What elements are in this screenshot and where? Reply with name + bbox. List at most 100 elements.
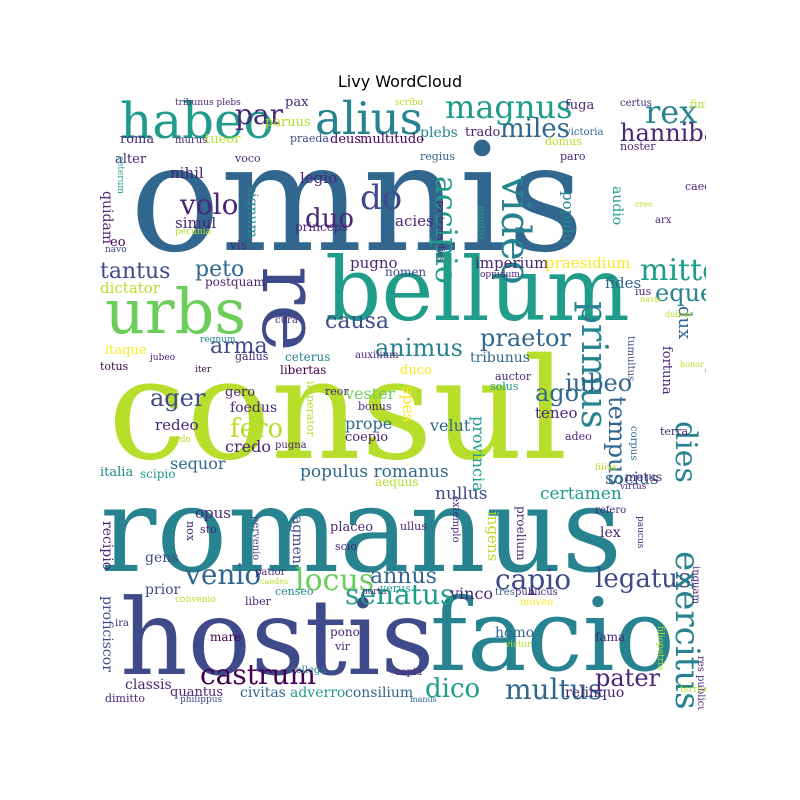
cloud-word: victor bbox=[505, 640, 532, 650]
cloud-word: scipio bbox=[140, 467, 176, 481]
cloud-word: imperator bbox=[304, 381, 317, 437]
cloud-word: populus romanus bbox=[300, 462, 449, 482]
cloud-word: aequus bbox=[375, 475, 419, 489]
cloud-word: coepio bbox=[345, 430, 389, 445]
cloud-word: ingens bbox=[484, 511, 502, 562]
cloud-word: res publicus bbox=[695, 656, 706, 710]
cloud-word: convenio bbox=[175, 595, 216, 605]
cloud-word: vir bbox=[335, 640, 350, 653]
cloud-word: romanus bbox=[100, 461, 623, 599]
cloud-word: deus bbox=[330, 132, 362, 147]
cloud-word: scio bbox=[335, 540, 357, 553]
cloud-word: filius bbox=[595, 463, 618, 473]
cloud-word: omnis bbox=[130, 112, 585, 286]
cloud-word: ordo bbox=[170, 435, 191, 445]
cloud-word: tribunus bbox=[470, 350, 530, 366]
cloud-word: pax bbox=[285, 96, 309, 110]
cloud-word: pater bbox=[595, 664, 660, 692]
cloud-word: multus bbox=[505, 673, 603, 706]
chart-title: Livy WordCloud bbox=[337, 72, 463, 91]
cloud-word: ius bbox=[635, 285, 652, 298]
cloud-word: gero bbox=[225, 385, 256, 400]
cloud-word: ceterus bbox=[285, 350, 331, 364]
cloud-word: tueor bbox=[205, 132, 241, 147]
cloud-word: verus bbox=[380, 582, 411, 595]
cloud-word: gens bbox=[145, 550, 179, 566]
cloud-word: adeo bbox=[565, 430, 592, 443]
cloud-word: caedo bbox=[685, 180, 706, 193]
cloud-word: solus bbox=[490, 380, 519, 393]
cloud-word: postquam bbox=[205, 275, 265, 289]
cloud-word: noster bbox=[620, 140, 656, 153]
cloud-word: honor bbox=[680, 360, 704, 369]
cloud-word: gallus bbox=[235, 350, 269, 363]
cloud-word: princeps bbox=[295, 220, 348, 234]
cloud-word: mare bbox=[210, 630, 242, 644]
cloud-word: sto bbox=[200, 523, 217, 536]
cloud-word: spes bbox=[399, 386, 418, 423]
cloud-word: par bbox=[235, 98, 284, 131]
cloud-word: proficiscor bbox=[100, 596, 115, 672]
cloud-word: duo bbox=[305, 204, 355, 234]
cloud-word: quantus bbox=[170, 685, 224, 700]
cloud-word: inquam bbox=[690, 566, 701, 604]
cloud-word: copia bbox=[395, 667, 423, 678]
cloud-word: mitto bbox=[640, 253, 706, 288]
cloud-word: fortuna bbox=[659, 346, 674, 395]
cloud-word: praetor bbox=[480, 324, 571, 352]
cloud-word: magnus bbox=[445, 96, 573, 126]
cloud-word: ager bbox=[150, 384, 206, 412]
cloud-word: philippus bbox=[180, 695, 223, 705]
cloud-word: iter bbox=[195, 365, 212, 375]
cloud-word: liber bbox=[245, 595, 271, 608]
cloud-word: ullus bbox=[400, 520, 427, 533]
cloud-word: praeda bbox=[290, 132, 329, 145]
cloud-word: metus bbox=[625, 470, 663, 484]
cloud-word: audio bbox=[609, 186, 625, 226]
cloud-word: trado bbox=[465, 125, 501, 140]
cloud-word: tantus bbox=[100, 259, 171, 284]
cloud-word: causa bbox=[325, 309, 390, 334]
cloud-word: fama bbox=[595, 630, 626, 644]
cloud-word: murus bbox=[175, 135, 208, 146]
cloud-word: ago bbox=[535, 379, 580, 407]
cloud-word: habeo bbox=[120, 96, 274, 150]
cloud-word: italia bbox=[100, 465, 134, 480]
cloud-word: classis bbox=[125, 677, 172, 693]
cloud-word: tres bbox=[495, 587, 515, 598]
cloud-word: castrum bbox=[200, 658, 316, 691]
cloud-word: voco bbox=[235, 152, 261, 165]
word-cloud: omnis consul romanus hostis facio bellum urbs r… bbox=[100, 96, 706, 710]
cloud-word: annus bbox=[370, 564, 437, 589]
cloud-word: socius bbox=[605, 469, 659, 489]
cloud-word: moveo bbox=[520, 597, 554, 608]
cloud-word: virtus bbox=[620, 482, 647, 492]
cloud-word: navis bbox=[640, 295, 662, 304]
cloud-word: signum bbox=[244, 186, 260, 238]
cloud-word: adverro bbox=[290, 685, 346, 701]
cloud-word: dico bbox=[425, 674, 481, 704]
cloud-word: arx bbox=[655, 215, 672, 226]
cloud-word: pugno bbox=[350, 254, 398, 272]
cloud-word: agmen bbox=[289, 516, 305, 564]
cloud-word: dubius bbox=[665, 310, 693, 319]
cloud-word: consilium bbox=[345, 685, 414, 701]
cloud-word: animus bbox=[375, 334, 463, 362]
cloud-word: tribunus plebs bbox=[175, 98, 241, 108]
cloud-word: libertas bbox=[280, 363, 327, 377]
cloud-word: certus bbox=[620, 98, 652, 109]
cloud-word: provincia bbox=[469, 416, 488, 492]
cloud-word: vis bbox=[230, 238, 247, 252]
cloud-word: censeo bbox=[275, 585, 314, 598]
cloud-word: refero bbox=[595, 505, 627, 516]
cloud-word: plebs bbox=[420, 125, 458, 141]
cloud-word: recipio bbox=[100, 521, 115, 571]
cloud-word: jubeo bbox=[150, 353, 176, 363]
cloud-word: dimitto bbox=[105, 692, 145, 705]
cloud-word: manus bbox=[410, 695, 437, 704]
cloud-word: porta bbox=[362, 587, 387, 597]
cloud-word: locus bbox=[295, 563, 375, 598]
cloud-word: alter bbox=[115, 152, 147, 167]
cloud-word: itaque bbox=[105, 343, 147, 358]
cloud-word: consul bbox=[108, 329, 568, 492]
